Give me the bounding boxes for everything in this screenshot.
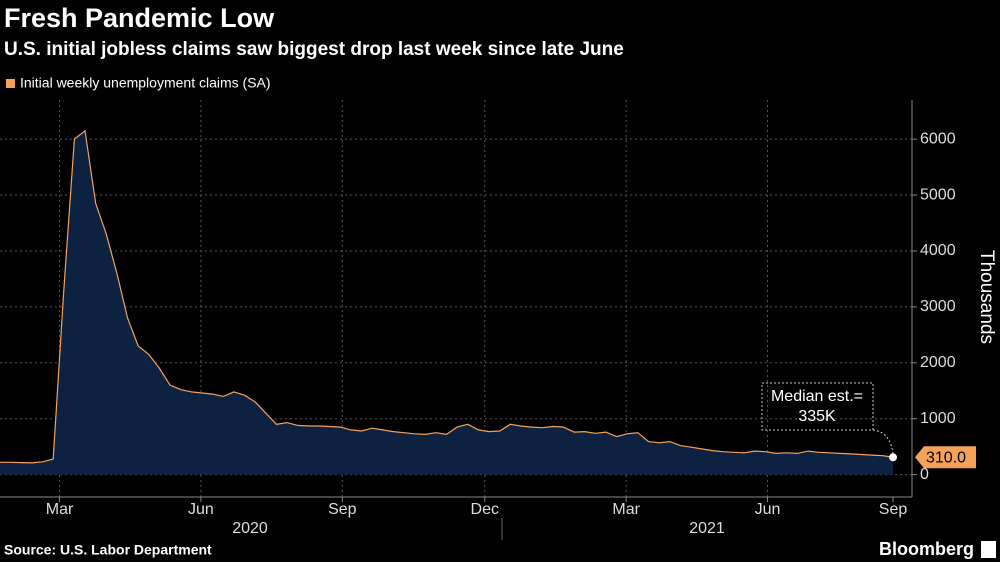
brand-icon [981,541,996,558]
last-point [889,453,897,462]
x-tick-label: Dec [471,501,499,518]
y-tick-label: 0 [920,466,929,483]
line [0,129,894,464]
annotation-connector [872,429,894,454]
x-tick-label: Mar [46,501,74,518]
y-tick-label: 6000 [920,130,956,147]
annotation: Median est.= [771,388,863,405]
year-label: 2021 [689,520,725,537]
plot: 0 1000 2000 3000 4000 5000 6000 Mar Jun Sep Dec Mar… [0,100,976,518]
y-tick-label: 3000 [920,298,956,315]
x-tick-label: Mar [612,501,640,518]
x-tick-label: Jun [188,501,214,518]
year-label: 2020 [232,520,268,537]
y-tick-label: 2000 [920,354,956,371]
y-tick-label: 4000 [920,242,956,259]
x-tick-label: Jun [755,501,781,518]
y-tick-label: 5000 [920,186,956,203]
value-label-box [915,446,976,469]
legend-label: Initial weekly unemployment claims (SA) [20,75,271,91]
area [0,130,893,475]
chart-title: Fresh Pandemic Low [4,3,275,33]
legend-swatch [6,79,15,88]
source: Source: U.S. Labor Department [4,542,212,558]
value-label: 310.0 [926,450,966,467]
y-axis-label: Thousands [976,250,997,344]
y-tick-label: 1000 [920,410,956,427]
annotation: 335K [798,408,836,425]
brand: Bloomberg [879,539,974,559]
annotation-box [761,382,874,431]
chart-subtitle: U.S. initial jobless claims saw biggest … [4,39,624,60]
x-tick-label: Sep [328,501,357,518]
x-tick-label: Sep [879,501,908,518]
